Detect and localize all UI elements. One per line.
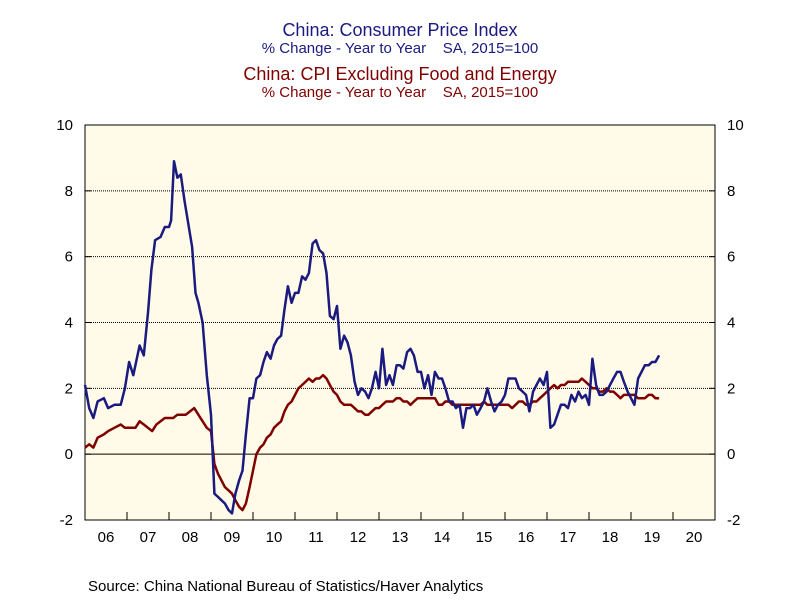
x-tick-label: 14 <box>434 529 451 546</box>
x-tick-label: 19 <box>644 529 661 546</box>
y-tick-label-right: -2 <box>727 512 740 529</box>
series2-title: China: CPI Excluding Food and Energy <box>243 64 557 84</box>
series-lines <box>83 159 661 515</box>
y-tick-label-right: 6 <box>727 249 735 266</box>
series2-subtitle: % Change - Year to Year SA, 2015=100 <box>261 84 539 101</box>
x-tick-label: 17 <box>560 529 577 546</box>
x-tick-label: 08 <box>182 529 199 546</box>
source-note: Source: China National Bureau of Statist… <box>88 578 484 595</box>
y-tick-label-right: 0 <box>727 446 735 463</box>
series-line-cpi <box>83 159 661 515</box>
x-tick-label: 13 <box>392 529 409 546</box>
y-tick-label-left: 4 <box>65 315 73 332</box>
x-tick-label: 16 <box>518 529 535 546</box>
y-tick-label-left: 2 <box>65 380 73 397</box>
y-tick-label-left: -2 <box>60 512 73 529</box>
x-tick-label: 09 <box>224 529 241 546</box>
y-tick-label-left: 8 <box>65 183 73 200</box>
axis-ticks: -2 -2 0 0 2 2 4 4 6 6 8 8 10 10 06 07 08 09 10 11 12 13 14 15 16… <box>56 117 743 546</box>
y-tick-label-right: 8 <box>727 183 735 200</box>
series-line-core-cpi <box>84 373 660 512</box>
y-tick-label-right: 10 <box>727 117 744 134</box>
x-tick-label: 10 <box>266 529 283 546</box>
series1-title: China: Consumer Price Index <box>282 20 518 40</box>
y-tick-label-left: 6 <box>65 249 73 266</box>
series1-subtitle: % Change - Year to Year SA, 2015=100 <box>261 40 539 57</box>
x-tick-label: 12 <box>350 529 367 546</box>
x-tick-label: 20 <box>686 529 703 546</box>
x-tick-label: 07 <box>140 529 157 546</box>
x-tick-label: 18 <box>602 529 619 546</box>
x-tick-label: 11 <box>308 529 324 546</box>
y-tick-label-right: 2 <box>727 380 735 397</box>
x-tick-label: 06 <box>98 529 115 546</box>
y-tick-label-right: 4 <box>727 315 735 332</box>
x-tick-label: 15 <box>476 529 493 546</box>
y-tick-label-left: 10 <box>56 117 73 134</box>
y-tick-label-left: 0 <box>65 446 73 463</box>
gridlines <box>85 190 715 455</box>
